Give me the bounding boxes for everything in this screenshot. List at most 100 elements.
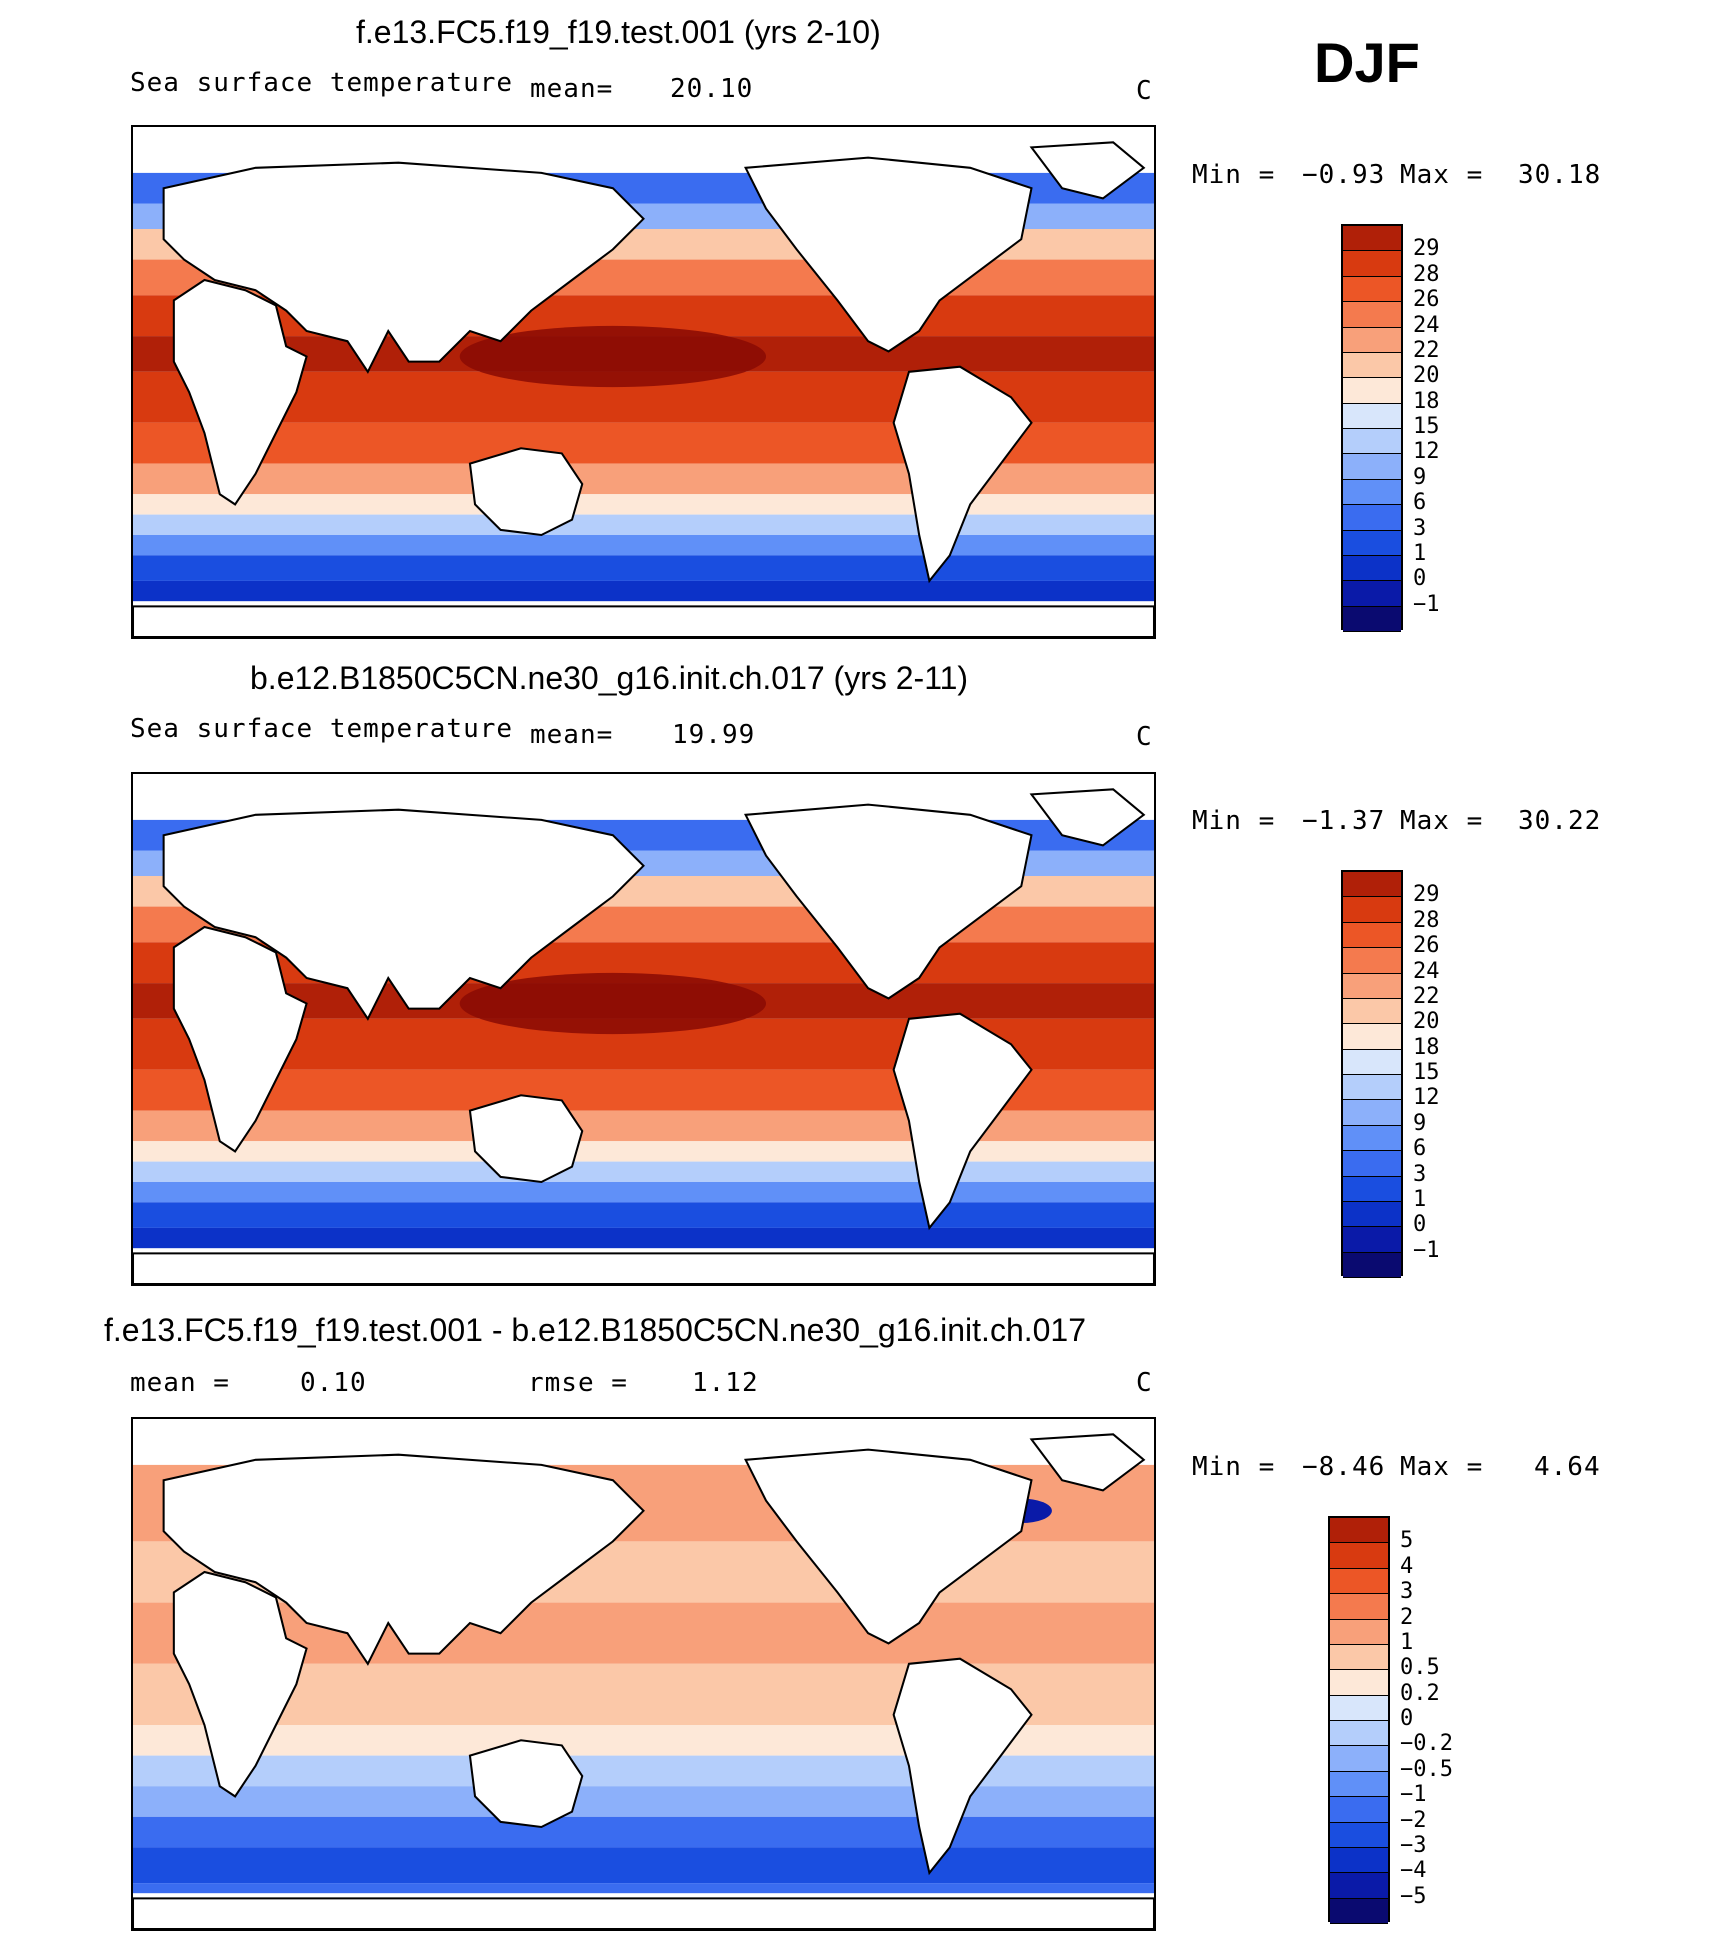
colorbar-label: 0.5 bbox=[1400, 1655, 1440, 1681]
colorbar-label: −3 bbox=[1400, 1832, 1427, 1858]
coastline bbox=[172, 1570, 308, 1798]
sst-band bbox=[133, 1227, 1154, 1249]
colorbar-box bbox=[1341, 870, 1403, 1278]
colorbar-label: 9 bbox=[1413, 1110, 1427, 1136]
colorbar-label: 0 bbox=[1400, 1706, 1414, 1731]
colorbar-swatch bbox=[1343, 581, 1401, 607]
panel3-colorbar: 5 4 3 2 1 0.5 0.2 0 −0.2 −0.5 −1 −2 −3 −4 −5 bbox=[1328, 1516, 1453, 1924]
panel3-title: f.e13.FC5.f19_f19.test.001 - b.e12.B1850… bbox=[104, 1312, 1087, 1348]
panel3-rmse-label: rmse = bbox=[528, 1368, 628, 1398]
panel2-mean-label: mean= bbox=[530, 720, 614, 750]
colorbar-swatch bbox=[1343, 530, 1401, 556]
panel1-max-value: 30.18 bbox=[1518, 160, 1602, 190]
colorbar-swatch bbox=[1330, 1847, 1388, 1874]
sst-band bbox=[133, 1141, 1154, 1162]
colorbar-swatch bbox=[1343, 403, 1401, 429]
season-label: DJF bbox=[1314, 31, 1420, 94]
colorbar-swatch bbox=[1330, 1619, 1388, 1645]
colorbar-label: 1 bbox=[1400, 1629, 1414, 1655]
colorbar-label: 9 bbox=[1413, 464, 1427, 490]
colorbar-swatch bbox=[1343, 1252, 1401, 1278]
colorbar-swatch bbox=[1343, 1227, 1401, 1253]
panel1-min-label: Min = bbox=[1192, 160, 1276, 190]
map-canvas bbox=[133, 774, 1154, 1284]
sst-band bbox=[133, 1110, 1154, 1142]
panel3-min-label: Min = bbox=[1192, 1452, 1276, 1482]
panel3-min-value: −8.46 bbox=[1302, 1452, 1386, 1482]
panel3-rmse-value: 1.12 bbox=[692, 1368, 759, 1398]
colorbar-swatch bbox=[1330, 1873, 1388, 1899]
sst-band bbox=[133, 1786, 1154, 1817]
colorbar-label: 28 bbox=[1413, 907, 1440, 933]
colorbar-label: 24 bbox=[1413, 312, 1440, 338]
colorbar-swatch bbox=[1330, 1670, 1388, 1696]
colorbar-swatch bbox=[1343, 1049, 1401, 1075]
sst-band bbox=[133, 463, 1154, 495]
panel2-max-label: Max = bbox=[1400, 806, 1484, 836]
sst-band bbox=[133, 1202, 1154, 1228]
colorbar-swatch bbox=[1330, 1746, 1388, 1772]
colorbar-label: 3 bbox=[1413, 1161, 1427, 1187]
colorbar-label: −1 bbox=[1413, 591, 1440, 617]
coastline bbox=[892, 365, 1033, 584]
coastline bbox=[744, 803, 1033, 1000]
colorbar-label: 6 bbox=[1413, 1136, 1427, 1162]
colorbar-label: 18 bbox=[1413, 388, 1440, 414]
colorbar-swatch bbox=[1343, 998, 1401, 1025]
panel3-map bbox=[131, 1417, 1156, 1931]
colorbar-label: 4 bbox=[1400, 1553, 1414, 1579]
panel1-title: f.e13.FC5.f19_f19.test.001 (yrs 2-10) bbox=[356, 14, 881, 50]
sst-band bbox=[133, 555, 1154, 581]
colorbar-label: 18 bbox=[1413, 1034, 1440, 1060]
colorbar-label: 29 bbox=[1413, 236, 1440, 262]
coastline bbox=[162, 161, 645, 374]
colorbar-swatch bbox=[1330, 1594, 1388, 1620]
coastline bbox=[468, 1094, 584, 1184]
colorbar-swatch bbox=[1343, 226, 1401, 252]
colorbar-swatch bbox=[1343, 454, 1401, 480]
coastline bbox=[1029, 788, 1146, 847]
panel3-units: C bbox=[1136, 1368, 1153, 1398]
colorbar-swatch bbox=[1343, 429, 1401, 455]
panel2-min-value: −1.37 bbox=[1302, 806, 1386, 836]
panel1-units: C bbox=[1136, 76, 1153, 106]
colorbar-swatch bbox=[1330, 1518, 1388, 1544]
colorbar-label: −1 bbox=[1413, 1237, 1440, 1263]
colorbar-swatch bbox=[1343, 1151, 1401, 1177]
panel2-variable-label: Sea surface temperature bbox=[130, 714, 514, 744]
colorbar-label: 12 bbox=[1413, 1085, 1440, 1111]
colorbar-swatch bbox=[1343, 378, 1401, 404]
colorbar-swatch bbox=[1343, 897, 1401, 923]
colorbar-swatch bbox=[1343, 276, 1401, 303]
colorbar-label: 1 bbox=[1413, 1186, 1427, 1212]
colorbar-swatch bbox=[1343, 479, 1401, 506]
colorbar-label: 22 bbox=[1413, 337, 1440, 363]
colorbar-label: −0.2 bbox=[1400, 1731, 1453, 1757]
coastline bbox=[892, 1012, 1033, 1231]
panel1-colorbar: 29 28 26 24 22 20 18 15 12 9 6 3 1 0 −1 bbox=[1341, 224, 1440, 632]
sst-band bbox=[133, 514, 1154, 535]
colorbar-label: 20 bbox=[1413, 363, 1440, 389]
colorbar-swatch bbox=[1343, 555, 1401, 582]
colorbar-label: 0 bbox=[1413, 1212, 1427, 1238]
colorbar-label: 22 bbox=[1413, 983, 1440, 1009]
colorbar-swatch bbox=[1343, 1125, 1401, 1152]
colorbar-label: 6 bbox=[1413, 490, 1427, 516]
coastline bbox=[162, 1453, 645, 1666]
colorbar-label: 3 bbox=[1400, 1579, 1414, 1605]
colorbar-swatch bbox=[1330, 1822, 1388, 1848]
colorbar-label: 1 bbox=[1413, 540, 1427, 566]
colorbar-label: 15 bbox=[1413, 1060, 1440, 1085]
colorbar-swatch bbox=[1343, 302, 1401, 328]
coastline bbox=[172, 925, 308, 1153]
colorbar-box bbox=[1328, 1516, 1390, 1924]
panel3-mean-value: 0.10 bbox=[300, 1368, 367, 1398]
colorbar-swatch bbox=[1343, 1201, 1401, 1228]
coastline bbox=[133, 1897, 1154, 1929]
map-canvas bbox=[133, 127, 1154, 637]
coastline bbox=[468, 447, 584, 537]
colorbar-label: 24 bbox=[1413, 958, 1440, 984]
colorbar-swatch bbox=[1343, 505, 1401, 531]
colorbar-label: 20 bbox=[1413, 1009, 1440, 1035]
sst-band bbox=[133, 494, 1154, 515]
